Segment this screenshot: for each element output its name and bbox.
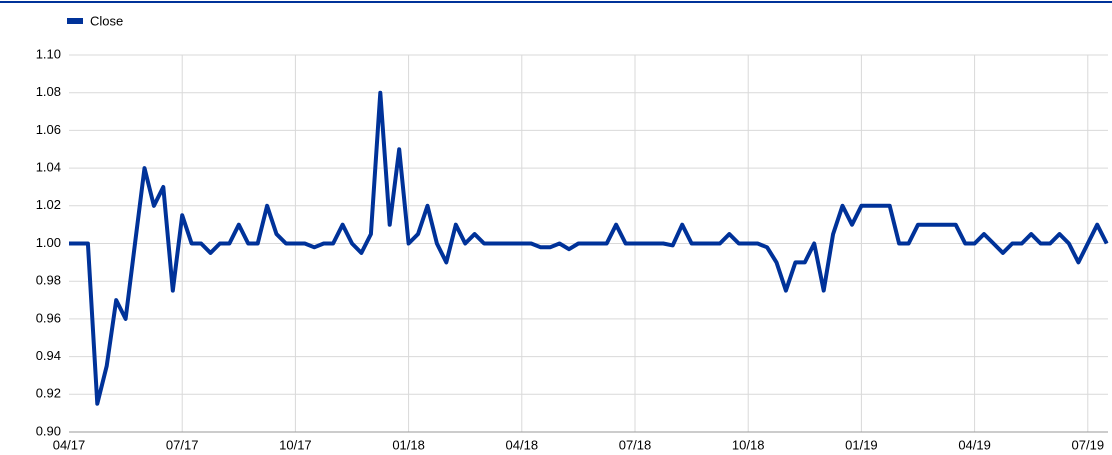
x-tick-label: 04/18 [506,437,539,452]
legend-swatch [67,18,83,24]
x-tick-label: 01/18 [392,437,425,452]
y-tick-label: 0.90 [36,423,61,438]
y-tick-label: 0.98 [36,273,61,288]
x-tick-label: 07/17 [166,437,199,452]
x-tick-label: 07/19 [1072,437,1105,452]
x-tick-label: 10/17 [279,437,312,452]
legend-label: Close [90,13,123,28]
y-tick-label: 1.06 [36,122,61,137]
x-tick-label: 07/18 [619,437,652,452]
y-tick-label: 0.92 [36,386,61,401]
y-tick-label: 1.08 [36,84,61,99]
y-tick-label: 0.96 [36,310,61,325]
y-tick-label: 1.00 [36,235,61,250]
x-tick-label: 04/19 [958,437,991,452]
line [69,90,1109,406]
y-tick-label: 1.02 [36,197,61,212]
x-tick-label: 10/18 [732,437,765,452]
x-tick-label: 01/19 [845,437,878,452]
y-tick-label: 0.94 [36,348,61,363]
y-tick-label: 1.04 [36,160,61,175]
x-tick-label: 04/17 [53,437,86,452]
y-tick-label: 1.10 [36,46,61,61]
